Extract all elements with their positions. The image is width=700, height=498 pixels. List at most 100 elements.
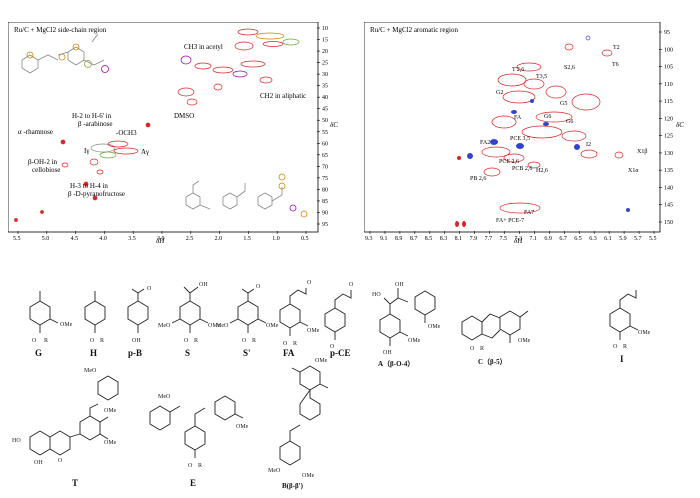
annot-fa2: FA2: [480, 140, 490, 146]
label-a: A（β-O-4）: [378, 360, 414, 368]
right-x-tick-14: 6.5: [574, 236, 582, 242]
left-y-tick-10: 60: [322, 141, 328, 147]
annot-cellobiose: cellobiose: [32, 166, 60, 174]
right-x-tick-9: 7.5: [500, 236, 508, 242]
svg-text:OMe: OMe: [302, 473, 315, 479]
svg-text:O: O: [32, 338, 37, 344]
right-x-axis-label: δH: [514, 237, 523, 244]
annot-pcb26: PCB 2,6: [512, 166, 532, 172]
svg-text:OH: OH: [132, 338, 141, 344]
svg-text:OMe: OMe: [408, 338, 421, 344]
svg-text:OMe: OMe: [236, 424, 249, 430]
right-x-tick-0: 9.3: [365, 236, 373, 242]
right-x-tick-3: 8.7: [410, 236, 418, 242]
bottom-structure-sketch: [185, 173, 308, 218]
left-y-tick-9: 55: [322, 130, 328, 136]
right-y-tick-2: 105: [664, 65, 673, 71]
svg-text:O: O: [242, 338, 247, 344]
annot-pyranofructose: β -D-pyranofructose: [68, 190, 125, 198]
left-y-axis-label: δC: [330, 121, 338, 129]
left-y-tick-3: 25: [322, 61, 328, 67]
left-y-tick-12: 70: [322, 164, 328, 170]
svg-text:O: O: [307, 280, 312, 286]
right-y-tick-6: 125: [664, 134, 673, 140]
annot-h26: H2,6: [536, 168, 548, 174]
annot-ch3-acetyl: CH3 in acetyl: [184, 43, 223, 51]
structure-c: OMe O R C（β-5）: [461, 310, 531, 366]
left-crosspeaks: [14, 28, 300, 222]
left-x-ticks: 5.5 5.0 4.5 4.0 3.5 3.0 2.5 2.0 1.5 1.0 0.5: [13, 231, 309, 242]
annot-ch2-aliphatic: CH2 in aliphatic: [260, 92, 306, 100]
right-y-tick-4: 115: [664, 99, 673, 105]
left-x-tick-7: 2.0: [215, 236, 223, 242]
annot-boh2: β-OH-2 in: [28, 158, 58, 166]
left-y-tick-11: 65: [322, 153, 328, 159]
svg-text:OH: OH: [383, 350, 392, 356]
right-y-tick-11: 150: [664, 220, 673, 226]
annot-och3: -OCH3: [116, 129, 137, 137]
annot-pce: PCE 3,5: [510, 136, 530, 142]
structure-p-b: O OH p-B: [127, 286, 152, 358]
svg-text:MeO: MeO: [268, 468, 281, 474]
left-x-tick-5: 3.0: [157, 236, 165, 242]
left-x-tick-4: 3.5: [128, 236, 136, 242]
annot-h3-h4: H-3 to H-4 in: [70, 182, 108, 190]
svg-text:O: O: [349, 282, 354, 288]
right-x-tick-2: 8.9: [395, 236, 403, 242]
annot-i: Iγ: [84, 147, 89, 155]
svg-text:O: O: [184, 338, 189, 344]
right-x-tick-5: 8.3: [440, 236, 448, 242]
structure-b: OMe MeO OMe B(β-β'): [268, 358, 329, 490]
annot-pce26: PCE 2,6: [499, 159, 519, 165]
svg-text:O: O: [283, 341, 288, 347]
svg-text:OMe: OMe: [428, 324, 441, 330]
annot-x1b: X1β: [637, 149, 647, 155]
left-y-tick-4: 30: [322, 72, 328, 78]
left-x-tick-2: 4.5: [71, 236, 79, 242]
left-y-tick-14: 80: [322, 187, 328, 193]
label-fa: FA: [283, 348, 295, 358]
left-x-tick-6: 2.5: [186, 236, 194, 242]
svg-text:O: O: [256, 284, 261, 290]
annot-i2: I2: [586, 142, 591, 148]
svg-text:R: R: [100, 338, 104, 344]
left-y-tick-1: 15: [322, 38, 328, 44]
label-p-ce: p-CE: [330, 348, 351, 358]
svg-text:MeO: MeO: [158, 394, 171, 400]
annot-h2-h6: H-2 to H-6' in: [72, 112, 112, 120]
svg-text:OMe: OMe: [518, 338, 531, 344]
svg-text:R: R: [252, 338, 256, 344]
structure-s: OH MeO OMe O R S: [158, 282, 221, 358]
right-x-tick-6: 8.1: [455, 236, 463, 242]
annot-a: Aγ: [141, 148, 149, 156]
svg-text:OMe: OMe: [307, 328, 320, 334]
right-y-tick-8: 135: [664, 168, 673, 174]
left-title: Ru/C + MgCl2 side-chain region: [14, 26, 107, 34]
right-x-tick-16: 6.1: [604, 236, 612, 242]
svg-text:OMe: OMe: [60, 322, 73, 328]
svg-text:OMe: OMe: [104, 440, 117, 446]
svg-text:O: O: [58, 458, 63, 464]
right-y-tick-7: 130: [664, 151, 673, 157]
structure-t: HO OH O OMe OMe MeO T: [12, 368, 119, 488]
annot-x1a: X1α: [628, 168, 639, 174]
structure-e: MeO OMe O R E: [149, 394, 249, 488]
left-y-ticks: 10 15 20 25 30 35 40 45 50 55 60 65 70 75 80 85 90 95: [317, 26, 328, 228]
annot-arabinose: β -arabinose: [78, 120, 112, 128]
label-t: T: [72, 478, 78, 488]
label-b: B(β-β'): [282, 482, 304, 490]
right-x-tick-19: 5.5: [649, 236, 657, 242]
svg-text:OMe: OMe: [208, 323, 221, 329]
annot-rhamnose: α -rhamnose: [18, 128, 53, 136]
left-x-tick-10: 0.5: [301, 236, 309, 242]
left-y-tick-2: 20: [322, 49, 328, 55]
label-i: I: [620, 354, 624, 364]
svg-text:OMe: OMe: [638, 330, 651, 336]
annot-fa7: FA7: [524, 210, 534, 216]
right-x-tick-12: 6.9: [544, 236, 552, 242]
annot-t6: T6: [612, 62, 619, 68]
structure-fa: O OMe O R FA: [279, 280, 320, 358]
right-y-tick-3: 110: [664, 82, 673, 88]
left-x-tick-1: 5.0: [42, 236, 50, 242]
label-s: S: [185, 348, 190, 358]
